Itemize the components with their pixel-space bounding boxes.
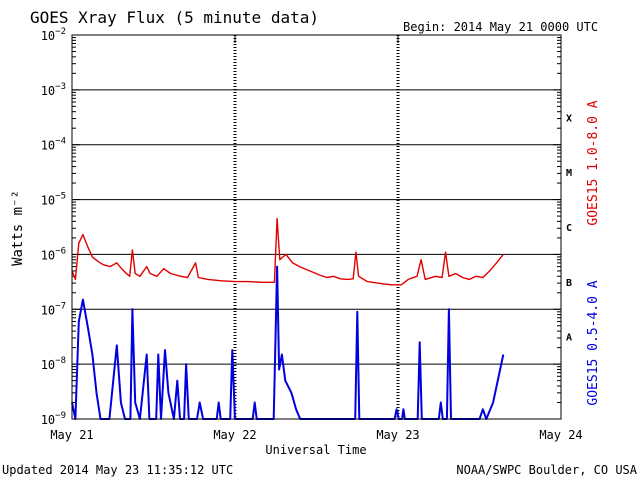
axis-labels: May 21 May 22 May 23 May 24 10−9 10−8 10−7 10−6… [41, 27, 583, 442]
x-axis-title: Universal Time [265, 443, 366, 457]
y-tick-label: 10−2 [41, 27, 66, 43]
y-tick-label: 10−3 [41, 82, 66, 98]
grid [72, 35, 561, 419]
y-axis-title: Watts m⁻² [10, 190, 26, 266]
flare-class-label: M [566, 168, 572, 179]
legend-short-channel: GOES15 0.5-4.0 A [586, 280, 601, 405]
legend-long-channel: GOES15 1.0-8.0 A [586, 100, 601, 225]
x-tick-label: May 21 [50, 428, 93, 442]
series-short-channel-line [71, 265, 505, 420]
y-tick-label: 10−6 [41, 246, 66, 262]
begin-label: Begin: 2014 May 21 0000 UTC [403, 20, 598, 34]
chart-title: GOES Xray Flux (5 minute data) [30, 8, 319, 27]
axis-ticks [71, 35, 562, 420]
source-label: NOAA/SWPC Boulder, CO USA [456, 463, 637, 477]
series-long-channel-line [71, 217, 504, 286]
y-tick-label: 10−5 [41, 192, 66, 208]
flare-class-label: B [566, 278, 572, 289]
updated-label: Updated 2014 May 23 11:35:12 UTC [2, 463, 233, 477]
plot-frame [71, 34, 562, 420]
flare-class-label: C [566, 223, 572, 234]
x-tick-label: May 24 [539, 428, 582, 442]
y-tick-label: 10−7 [41, 301, 66, 317]
flare-class-label: A [566, 333, 572, 344]
y-tick-label: 10−8 [41, 356, 66, 372]
flare-class-label: X [566, 113, 572, 124]
x-tick-label: May 23 [376, 428, 419, 442]
x-tick-label: May 22 [213, 428, 256, 442]
data-series [71, 217, 505, 420]
y-tick-label: 10−4 [41, 137, 66, 153]
y-tick-label: 10−9 [41, 411, 66, 427]
